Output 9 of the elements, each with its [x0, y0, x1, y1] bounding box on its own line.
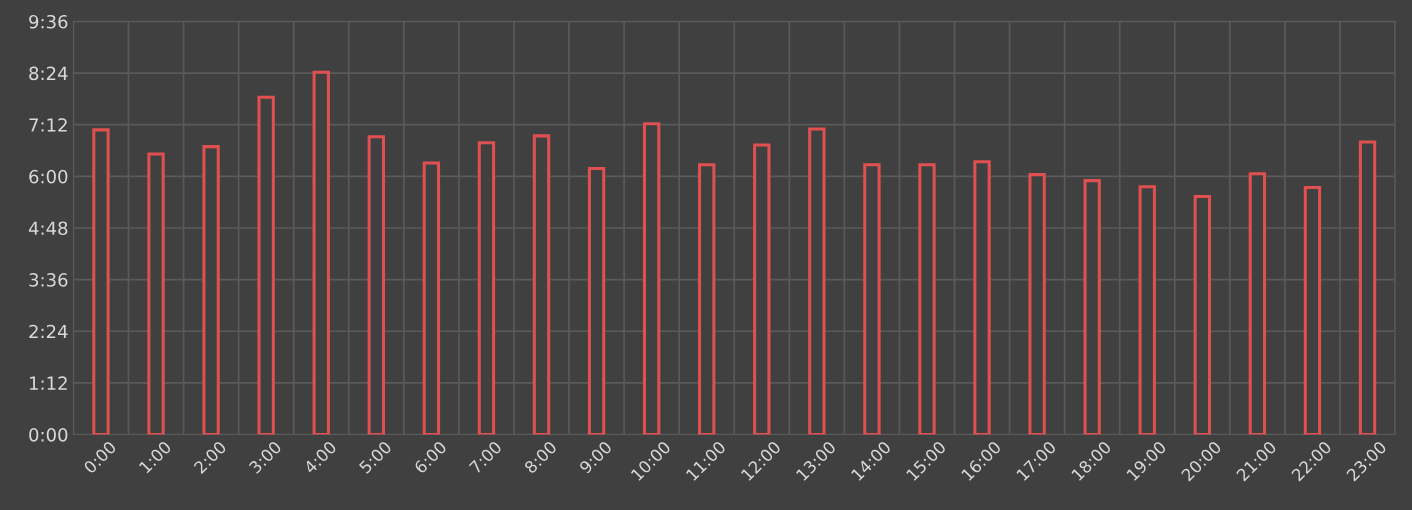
- y-tick-label: 0:00: [29, 427, 68, 442]
- y-tick-label: 1:12: [30, 376, 67, 390]
- y-tick-label: 4:48: [28, 221, 68, 236]
- y-tick-label: 8:24: [29, 66, 68, 81]
- y-tick-label: 9:36: [29, 14, 68, 29]
- y-tick-label: 6:00: [29, 169, 68, 184]
- y-tick-label: 3:36: [29, 273, 68, 287]
- y-tick-label: 2:24: [29, 324, 68, 339]
- y-tick-label: 7:12: [29, 118, 67, 132]
